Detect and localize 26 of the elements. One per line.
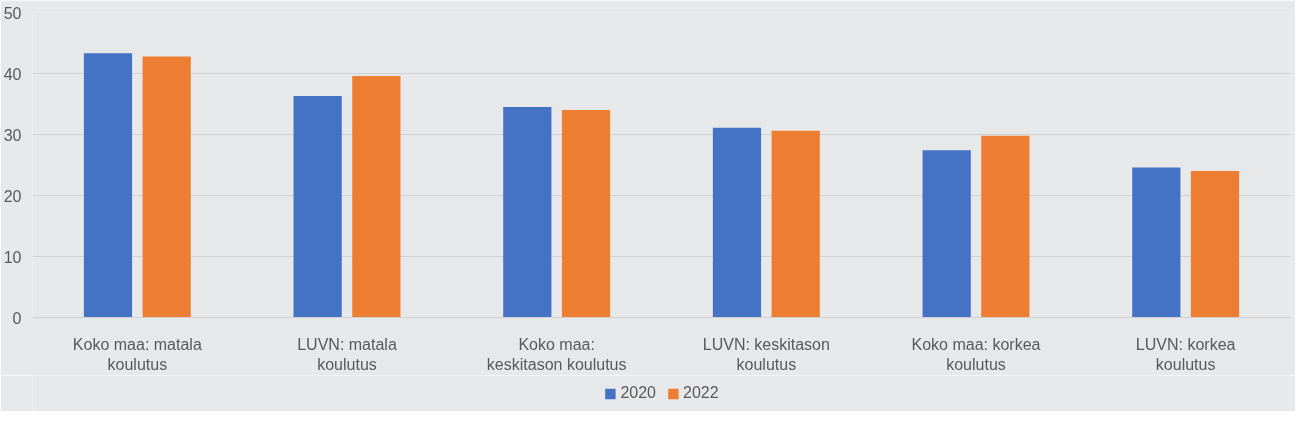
x-tick-label: Koko maa: matala koulutus (72, 335, 202, 373)
y-tick-label: 40 (3, 65, 22, 83)
bar (981, 135, 1030, 318)
y-tick-label: 20 (3, 187, 22, 205)
bar (922, 150, 971, 318)
bar (561, 110, 611, 318)
y-tick-label: 50 (3, 4, 22, 22)
bar (293, 96, 342, 318)
y-tick-label: 30 (3, 126, 22, 144)
x-tick-label: Koko maa: keskitason koulutus (486, 335, 627, 373)
bar (712, 127, 762, 318)
legend-label: 2022 (683, 384, 719, 402)
bar (83, 53, 133, 318)
bar (352, 75, 401, 318)
bar (771, 130, 820, 318)
y-tick-label: 0 (12, 309, 22, 327)
legend-label: 2020 (620, 384, 656, 402)
bar (1132, 167, 1181, 318)
x-tick-label: LUVN: matala koulutus (297, 335, 397, 373)
x-tick-label: LUVN: keskitason koulutus (702, 335, 830, 373)
bar (1190, 171, 1240, 318)
y-tick-label: 10 (3, 248, 22, 266)
bar (142, 56, 191, 318)
x-tick-label: LUVN: korkea koulutus (1135, 335, 1236, 373)
bar (503, 107, 552, 318)
x-tick-label: Koko maa: korkea koulutus (911, 335, 1041, 373)
